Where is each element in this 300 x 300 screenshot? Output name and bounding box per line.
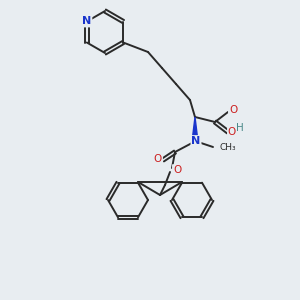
Text: CH₃: CH₃ — [219, 142, 236, 152]
Text: H: H — [236, 123, 244, 133]
Text: O: O — [228, 127, 236, 137]
Text: O: O — [154, 154, 162, 164]
Polygon shape — [192, 117, 198, 140]
Text: N: N — [191, 136, 201, 146]
Text: N: N — [82, 16, 92, 26]
Text: O: O — [173, 165, 181, 175]
Text: O: O — [229, 105, 237, 115]
